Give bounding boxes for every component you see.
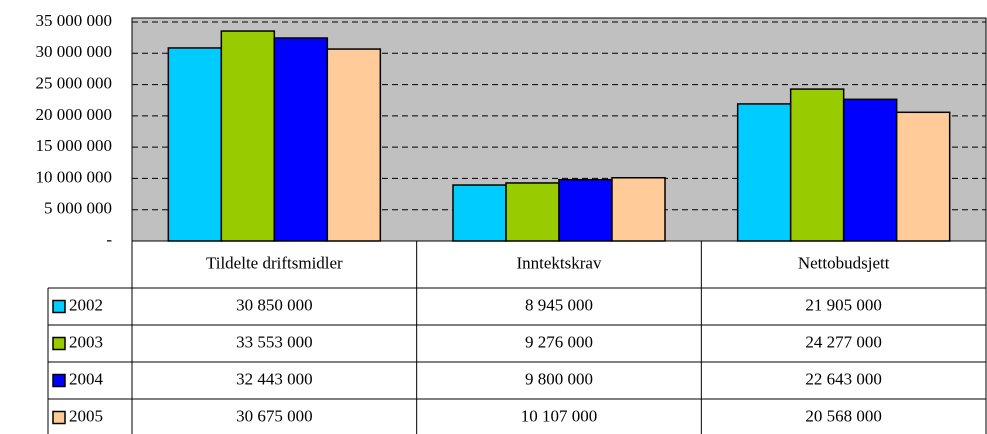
legend-swatch: [52, 373, 66, 388]
x-tick-label: Inntektskrav: [517, 253, 602, 272]
table-cell: 32 443 000: [236, 369, 313, 388]
bar: [326, 48, 382, 242]
bar: [452, 184, 507, 242]
bar: [558, 178, 613, 242]
bar: [220, 30, 276, 242]
y-tick-label: 35 000 000: [36, 11, 113, 30]
legend-swatch: [52, 410, 66, 425]
table-cell: 20 568 000: [805, 406, 882, 425]
table-cell: 30 850 000: [236, 295, 313, 314]
legend-label: 2004: [69, 369, 104, 388]
table-cell: 22 643 000: [805, 369, 882, 388]
table-cell: 9 276 000: [525, 332, 593, 351]
table-cell: 10 107 000: [521, 406, 598, 425]
table-cell: 8 945 000: [525, 295, 593, 314]
table-cell: 30 675 000: [236, 406, 313, 425]
bar: [736, 103, 792, 242]
legend-label: 2002: [69, 295, 103, 314]
y-tick-label: 25 000 000: [36, 73, 113, 92]
table-cell: 9 800 000: [525, 369, 593, 388]
y-tick-label: 20 000 000: [36, 105, 113, 124]
legend-label: 2003: [69, 332, 103, 351]
bar: [505, 182, 560, 242]
y-tick-label: -: [106, 230, 112, 249]
y-tick-label: 15 000 000: [36, 136, 113, 155]
y-tick-label: 10 000 000: [36, 167, 113, 186]
legend-swatch: [52, 336, 66, 351]
table-cell: 24 277 000: [805, 332, 882, 351]
bar: [273, 37, 329, 242]
bar: [611, 177, 666, 242]
bar: [895, 111, 951, 242]
bar: [167, 47, 223, 242]
table-cell: 21 905 000: [805, 295, 882, 314]
legend-swatch: [52, 299, 66, 314]
legend-label: 2005: [69, 406, 103, 425]
x-tick-label: Nettobudsjett: [798, 253, 890, 272]
bar: [789, 88, 845, 242]
table-cell: 33 553 000: [236, 332, 313, 351]
y-tick-label: 5 000 000: [44, 199, 112, 218]
x-tick-label: Tildelte driftsmidler: [206, 253, 343, 272]
bar: [842, 98, 898, 242]
y-tick-label: 30 000 000: [36, 42, 113, 61]
